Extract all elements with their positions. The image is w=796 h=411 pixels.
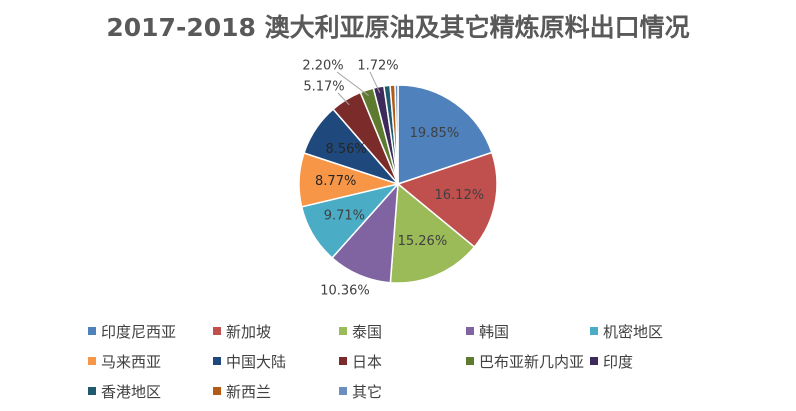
pie-slice-1 xyxy=(397,84,493,186)
legend-item-9: 巴布亚新几内亚 xyxy=(466,351,584,372)
data-label-4: 10.36% xyxy=(320,284,370,299)
legend-item-7: 中国大陆 xyxy=(213,351,286,372)
legend-label: 印度 xyxy=(603,353,634,371)
legend-label: 中国大陆 xyxy=(226,353,287,371)
leader-line-10 xyxy=(369,71,381,94)
legend-label: 巴布亚新几内亚 xyxy=(479,353,585,371)
legend-label: 新西兰 xyxy=(226,383,272,401)
data-label-5: 9.71% xyxy=(324,208,365,223)
legend-item-5: 机密地区 xyxy=(590,321,663,342)
pie-slice-2 xyxy=(396,151,498,249)
data-label-2: 16.12% xyxy=(435,188,485,203)
legend-swatch xyxy=(213,357,221,365)
legend-label: 其它 xyxy=(352,383,383,401)
legend-item-13: 其它 xyxy=(339,381,382,402)
legend-item-11: 香港地区 xyxy=(88,381,161,402)
legend-item-6: 马来西亚 xyxy=(88,351,161,372)
legend-swatch xyxy=(590,327,598,335)
legend-swatch xyxy=(466,327,474,335)
leader-line-8 xyxy=(337,92,350,106)
legend-item-4: 韩国 xyxy=(466,321,509,342)
legend-label: 印度尼西亚 xyxy=(101,323,177,341)
legend-label: 马来西亚 xyxy=(101,353,162,371)
legend-swatch xyxy=(339,327,347,335)
legend-swatch xyxy=(339,357,347,365)
data-label-8: 5.17% xyxy=(303,80,344,95)
leader-line-9 xyxy=(336,71,369,97)
legend-item-3: 泰国 xyxy=(339,321,382,342)
pie-slice-13 xyxy=(394,84,399,185)
legend-label: 日本 xyxy=(352,353,383,371)
data-label-7: 8.56% xyxy=(325,142,366,157)
legend-item-1: 印度尼西亚 xyxy=(88,321,176,342)
legend-swatch xyxy=(213,387,221,395)
legend-swatch xyxy=(466,357,474,365)
data-label-10: 1.72% xyxy=(357,59,398,74)
legend-item-8: 日本 xyxy=(339,351,382,372)
legend-swatch xyxy=(590,357,598,365)
legend-label: 韩国 xyxy=(479,323,510,341)
legend-swatch xyxy=(339,387,347,395)
legend-label: 新加坡 xyxy=(226,323,272,341)
legend-label: 香港地区 xyxy=(101,383,162,401)
legend-label: 机密地区 xyxy=(603,323,664,341)
data-label-9: 2.20% xyxy=(302,59,343,74)
data-label-6: 8.77% xyxy=(315,174,356,189)
pie-slice-3 xyxy=(389,182,476,284)
chart-title: 2017-2018 澳大利亚原油及其它精炼原料出口情况 xyxy=(106,13,690,42)
legend-swatch xyxy=(88,387,96,395)
legend-swatch xyxy=(88,327,96,335)
legend-swatch xyxy=(213,327,221,335)
legend-label: 泰国 xyxy=(352,323,383,341)
legend-item-2: 新加坡 xyxy=(213,321,271,342)
legend-item-12: 新西兰 xyxy=(213,381,271,402)
data-label-1: 19.85% xyxy=(410,126,460,141)
data-label-3: 15.26% xyxy=(398,234,448,249)
legend-item-10: 印度 xyxy=(590,351,633,372)
legend-swatch xyxy=(88,357,96,365)
